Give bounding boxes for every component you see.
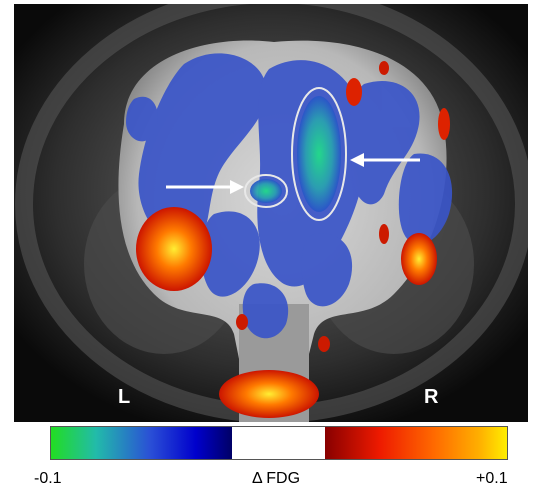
increase-clusters (136, 61, 450, 418)
outline-right (291, 87, 347, 221)
colorbar-min-label: -0.1 (34, 470, 62, 487)
colorbar (50, 426, 508, 460)
colorbar-negative (51, 427, 232, 459)
colorbar-max-label: +0.1 (476, 470, 508, 487)
pet-scan-image (14, 4, 528, 422)
left-hemisphere-label: L (118, 386, 131, 408)
arrow-left (350, 153, 420, 167)
arrow-right (166, 180, 244, 194)
decrease-core-left (250, 179, 282, 203)
decrease-core-right (297, 96, 341, 212)
brain-scan-svg (14, 4, 528, 422)
right-hemisphere-label: R (424, 386, 439, 408)
outline-left (244, 174, 288, 208)
colorbar-positive (325, 427, 507, 459)
colorbar-center-label: Δ FDG (252, 470, 301, 487)
colorbar-zero (232, 427, 325, 459)
